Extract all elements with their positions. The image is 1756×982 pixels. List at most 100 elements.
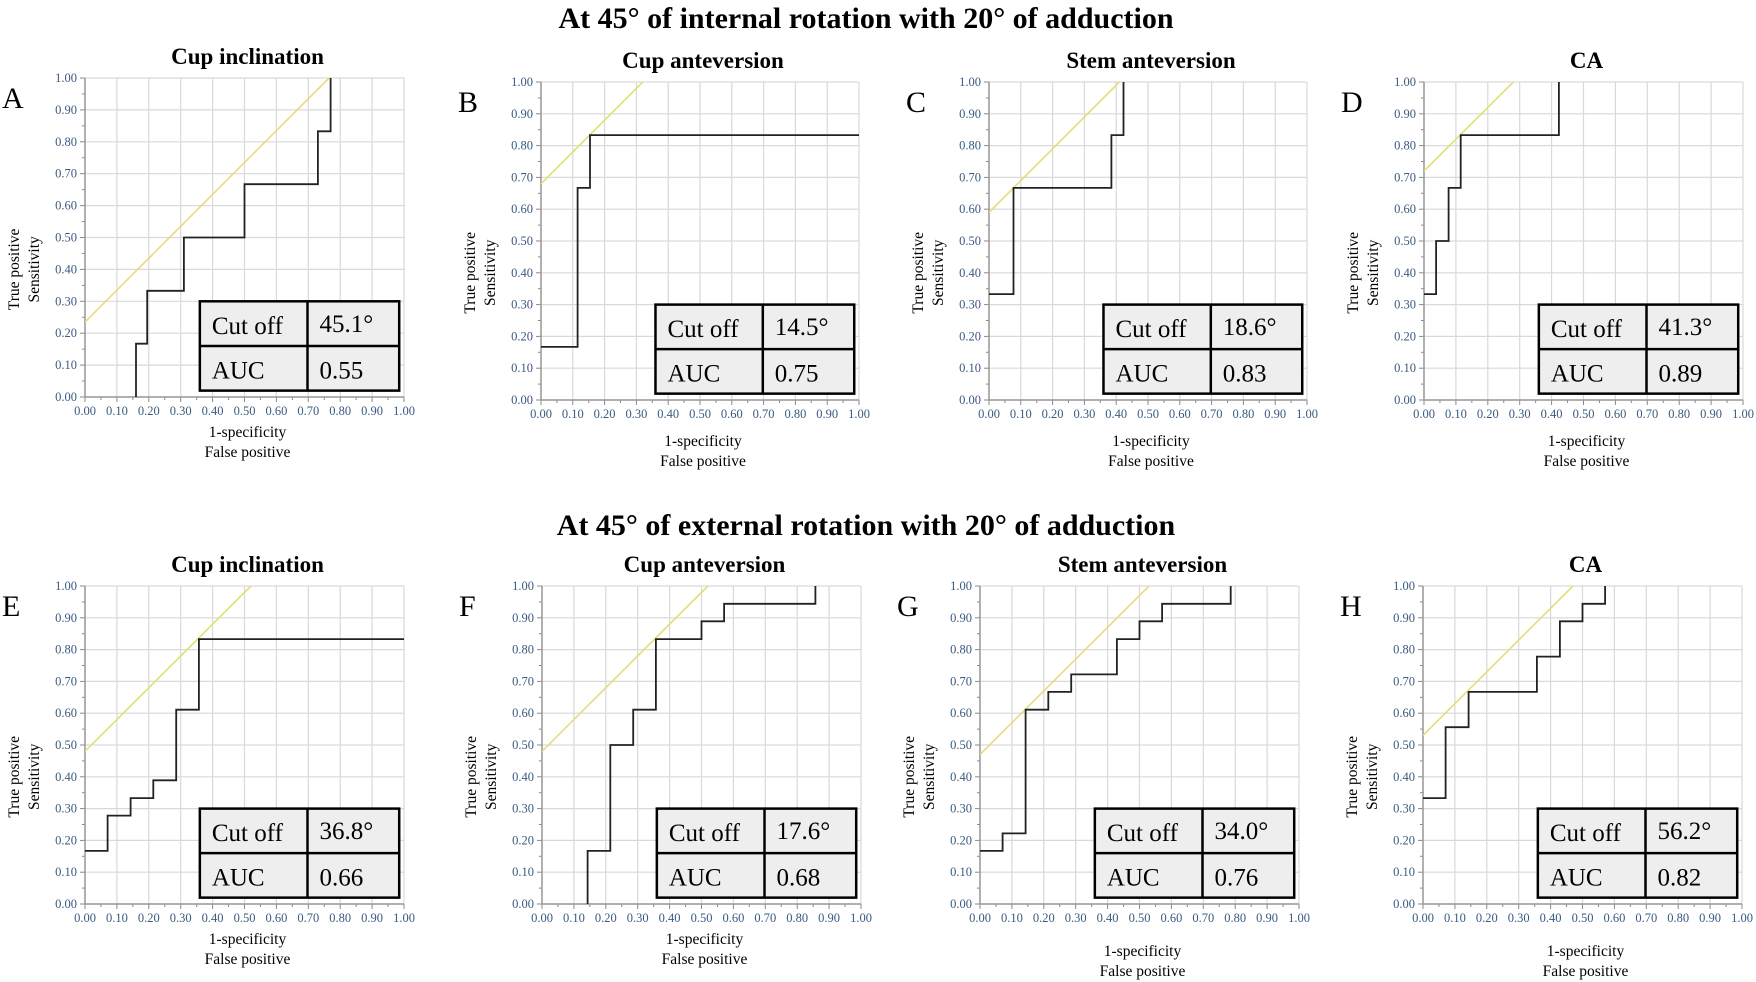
x-tick-label: 1.00: [1731, 911, 1753, 925]
roc-curve: [989, 82, 1125, 296]
auc-label: AUC: [1551, 361, 1604, 388]
x-tick-label: 0.60: [265, 911, 287, 925]
y-tick-label: 0.50: [512, 738, 534, 752]
panel-title: Cup anteversion: [622, 48, 784, 73]
cutoff-tangent-line: [989, 82, 1120, 213]
y-tick-label: 0.20: [1394, 329, 1416, 343]
y-tick-label: 0.00: [55, 897, 77, 911]
cutoff-value: 56.2°: [1658, 818, 1712, 845]
y-tick-label: 0.60: [1393, 706, 1415, 720]
cutoff-value: 36.8°: [320, 818, 374, 845]
x-axis-label-1: 1-specificity: [1104, 943, 1182, 960]
x-tick-label: 0.80: [1232, 407, 1254, 421]
panel-letter: B: [458, 86, 478, 119]
y-axis-label-2: Sensitivity: [1364, 743, 1381, 810]
y-tick-label: 0.90: [1394, 107, 1416, 121]
x-tick-label: 1.00: [850, 911, 872, 925]
x-tick-label: 0.70: [297, 404, 319, 418]
row-title-external-rotation: At 45° of external rotation with 20° of …: [557, 509, 1176, 542]
y-tick-label: 0.40: [55, 770, 77, 784]
x-tick-label: 0.40: [202, 404, 224, 418]
x-tick-label: 0.10: [106, 911, 128, 925]
auc-label: AUC: [667, 361, 720, 388]
y-tick-label: 0.10: [511, 361, 533, 375]
y-tick-label: 0.50: [511, 234, 533, 248]
auc-value: 0.83: [1223, 361, 1267, 388]
cutoff-label: Cut off: [212, 820, 284, 847]
x-tick-label: 0.60: [1160, 911, 1182, 925]
x-tick-label: 0.10: [563, 911, 585, 925]
x-tick-label: 0.00: [1413, 407, 1435, 421]
cutoff-tangent-line: [85, 78, 330, 323]
x-tick-label: 0.20: [1477, 407, 1499, 421]
y-tick-label: 0.00: [959, 393, 981, 407]
x-tick-label: 0.40: [1105, 407, 1127, 421]
y-tick-label: 0.80: [55, 135, 77, 149]
x-tick-label: 0.90: [1699, 911, 1721, 925]
x-axis-label-2: False positive: [205, 444, 291, 461]
x-tick-label: 0.60: [1169, 407, 1191, 421]
x-tick-label: 0.10: [1445, 407, 1467, 421]
y-tick-label: 0.30: [1393, 802, 1415, 816]
y-axis-label-1: True positive: [6, 736, 23, 818]
x-tick-label: 0.80: [784, 407, 806, 421]
auc-value: 0.76: [1215, 865, 1259, 892]
x-tick-label: 0.40: [202, 911, 224, 925]
y-tick-label: 0.50: [55, 231, 77, 245]
y-tick-label: 0.80: [959, 139, 981, 153]
y-axis-label-1: True positive: [1344, 736, 1361, 818]
cutoff-value: 41.3°: [1659, 314, 1713, 341]
auc-value: 0.82: [1658, 865, 1702, 892]
x-tick-label: 0.90: [816, 407, 838, 421]
roc-panel-b: 0.000.00 0.10 0.10 0.20 0.20 0.30 0.30 0.40 0.40…: [458, 48, 870, 470]
roc-curve: [1424, 82, 1560, 296]
panel-letter: F: [459, 590, 476, 623]
x-tick-label: 1.00: [1732, 407, 1754, 421]
x-tick-label: 0.90: [1256, 911, 1278, 925]
cutoff-label: Cut off: [1551, 316, 1623, 343]
cutoff-tangent-line: [541, 82, 644, 185]
cutoff-auc-table: Cut off 36.8° AUC 0.66: [198, 807, 401, 899]
panel-title: Stem anteversion: [1058, 552, 1227, 577]
y-tick-label: 0.80: [950, 643, 972, 657]
y-axis-label-2: Sensitivity: [483, 743, 500, 810]
panel-letter: G: [897, 590, 919, 623]
y-tick-label: 0.20: [950, 833, 972, 847]
x-tick-label: 1.00: [393, 404, 415, 418]
y-axis-label-1: True positive: [1345, 232, 1362, 314]
auc-value: 0.55: [320, 358, 364, 385]
x-tick-label: 0.30: [1508, 911, 1530, 925]
y-tick-label: 0.50: [959, 234, 981, 248]
panel-letter: C: [906, 86, 926, 119]
panel-title: Cup inclination: [171, 44, 324, 69]
y-tick-label: 0.60: [959, 202, 981, 216]
x-tick-label: 0.20: [594, 407, 616, 421]
auc-value: 0.66: [320, 865, 364, 892]
y-tick-label: 0.40: [512, 770, 534, 784]
x-tick-label: 0.70: [753, 407, 775, 421]
y-tick-label: 0.90: [950, 611, 972, 625]
cutoff-value: 18.6°: [1223, 314, 1277, 341]
y-tick-label: 0.40: [959, 266, 981, 280]
panel-title: Cup anteversion: [624, 552, 786, 577]
x-axis-label-1: 1-specificity: [1548, 433, 1626, 450]
x-tick-label: 0.10: [562, 407, 584, 421]
auc-label: AUC: [1115, 361, 1168, 388]
x-tick-label: 0.40: [1541, 407, 1563, 421]
y-tick-label: 0.40: [55, 262, 77, 276]
x-tick-label: 1.00: [1288, 911, 1310, 925]
x-axis-label-2: False positive: [1100, 963, 1186, 980]
y-tick-label: 0.10: [55, 358, 77, 372]
roc-panel-e: 0.000.00 0.10 0.10 0.20 0.20 0.30 0.30 0.40 0.40…: [2, 552, 415, 968]
panel-title: CA: [1569, 552, 1603, 577]
cutoff-auc-table: Cut off 14.5° AUC 0.75: [654, 303, 856, 395]
cutoff-tangent-line: [542, 586, 709, 752]
y-tick-label: 0.30: [55, 802, 77, 816]
y-tick-label: 0.40: [1393, 770, 1415, 784]
y-tick-label: 0.70: [55, 167, 77, 181]
y-tick-label: 0.80: [1394, 139, 1416, 153]
x-axis-label-1: 1-specificity: [209, 931, 287, 948]
roc-panel-a: 0.000.00 0.10 0.10 0.20 0.20 0.30 0.30 0.40 0.40…: [2, 44, 415, 461]
cutoff-auc-table: Cut off 56.2° AUC 0.82: [1536, 807, 1739, 899]
